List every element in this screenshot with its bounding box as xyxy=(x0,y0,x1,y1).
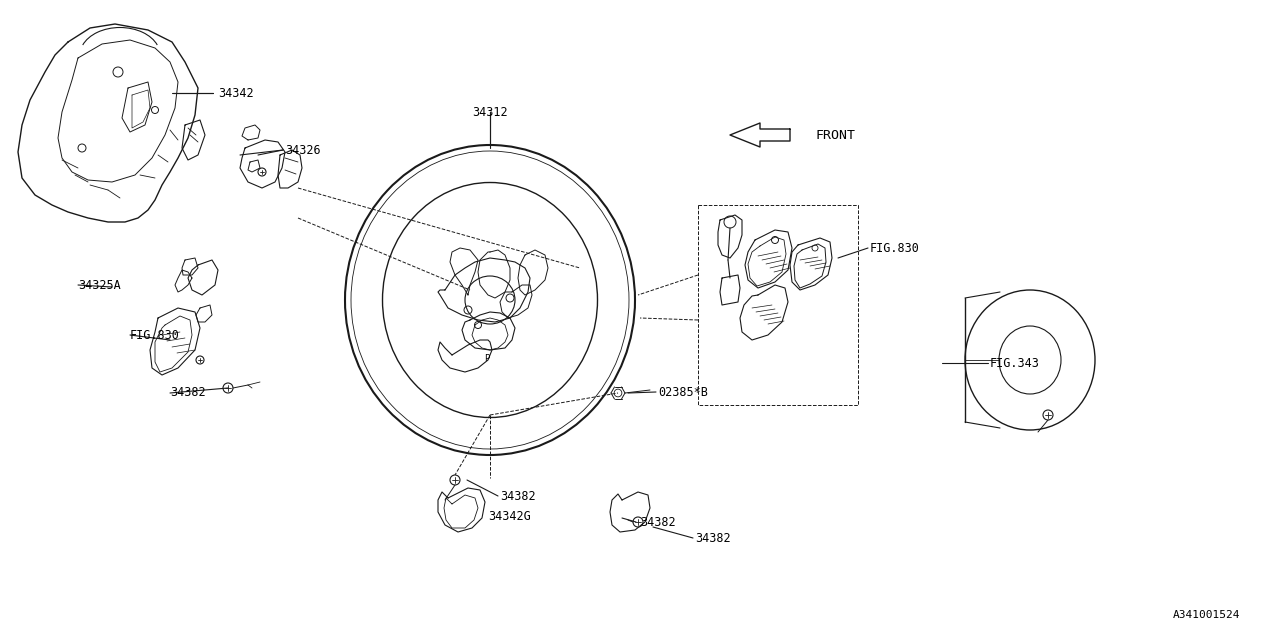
Text: 34382: 34382 xyxy=(640,515,676,529)
Text: 34382: 34382 xyxy=(695,531,731,545)
Text: P: P xyxy=(484,353,489,362)
Text: 34312: 34312 xyxy=(472,106,508,118)
Text: 34325A: 34325A xyxy=(78,278,120,291)
Text: FRONT: FRONT xyxy=(815,129,855,141)
Text: 34382: 34382 xyxy=(170,387,206,399)
Text: 34342: 34342 xyxy=(218,86,253,99)
Text: 34342G: 34342G xyxy=(488,511,531,524)
Text: A341001524: A341001524 xyxy=(1172,610,1240,620)
Text: 34382: 34382 xyxy=(500,490,535,502)
Text: 02385*B: 02385*B xyxy=(658,385,708,399)
Text: FIG.830: FIG.830 xyxy=(131,328,180,342)
Text: FIG.343: FIG.343 xyxy=(989,356,1039,369)
Text: FIG.830: FIG.830 xyxy=(870,241,920,255)
Text: 34326: 34326 xyxy=(285,143,320,157)
